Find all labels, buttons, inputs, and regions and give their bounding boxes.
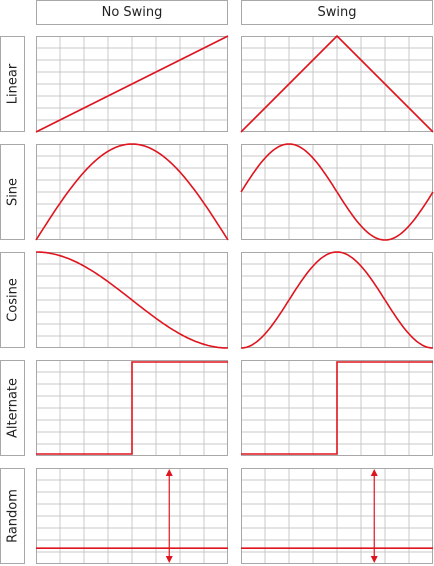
grid-lines <box>36 468 228 564</box>
plot-sine-swing <box>240 143 434 241</box>
plot-cosine-no-swing <box>36 251 228 349</box>
step-line <box>36 361 228 455</box>
grid-lines <box>241 252 433 348</box>
curve-line <box>35 143 229 241</box>
plot-frame <box>241 468 433 564</box>
row-header-linear: Linear <box>0 36 25 132</box>
curve-line <box>240 143 434 241</box>
plot-alternate-no-swing <box>36 360 228 456</box>
grid-lines <box>241 36 433 132</box>
row-header-label: Random <box>5 489 20 543</box>
column-header-label: Swing <box>317 5 357 20</box>
curve-line <box>240 251 434 349</box>
row-header-label: Linear <box>5 63 20 105</box>
plot-frame <box>36 36 228 132</box>
column-header-label: No Swing <box>101 5 163 20</box>
row-header-label: Alternate <box>5 377 20 439</box>
step-line <box>241 361 433 455</box>
row-header-random: Random <box>0 468 25 564</box>
plot-frame <box>36 252 228 348</box>
plot-random-swing <box>241 468 433 564</box>
curve-line <box>240 34 434 133</box>
arrow-down-icon <box>370 556 378 563</box>
row-header-label: Sine <box>5 177 20 207</box>
row-header-sine: Sine <box>0 144 25 240</box>
plot-frame <box>36 468 228 564</box>
curve-line <box>35 35 229 133</box>
plot-linear-no-swing <box>35 35 229 133</box>
grid-lines <box>36 144 228 240</box>
plot-random-no-swing <box>36 468 228 564</box>
plot-alternate-swing <box>241 360 433 456</box>
plot-cosine-swing <box>240 251 434 349</box>
grid-lines <box>36 252 228 348</box>
curve-line <box>36 251 228 349</box>
plot-frame <box>36 360 228 456</box>
plot-sine-no-swing <box>35 143 229 241</box>
column-header-no-swing: No Swing <box>36 0 228 25</box>
grid-lines <box>241 468 433 564</box>
arrow-down-icon <box>165 556 173 563</box>
arrow-up-icon <box>370 469 378 476</box>
grid-lines <box>36 36 228 132</box>
row-header-label: Cosine <box>5 278 20 322</box>
row-header-alternate: Alternate <box>0 360 25 456</box>
plot-frame <box>241 360 433 456</box>
row-header-cosine: Cosine <box>0 252 25 348</box>
arrow-up-icon <box>165 469 173 476</box>
plot-linear-swing <box>240 34 434 133</box>
column-header-swing: Swing <box>241 0 433 25</box>
